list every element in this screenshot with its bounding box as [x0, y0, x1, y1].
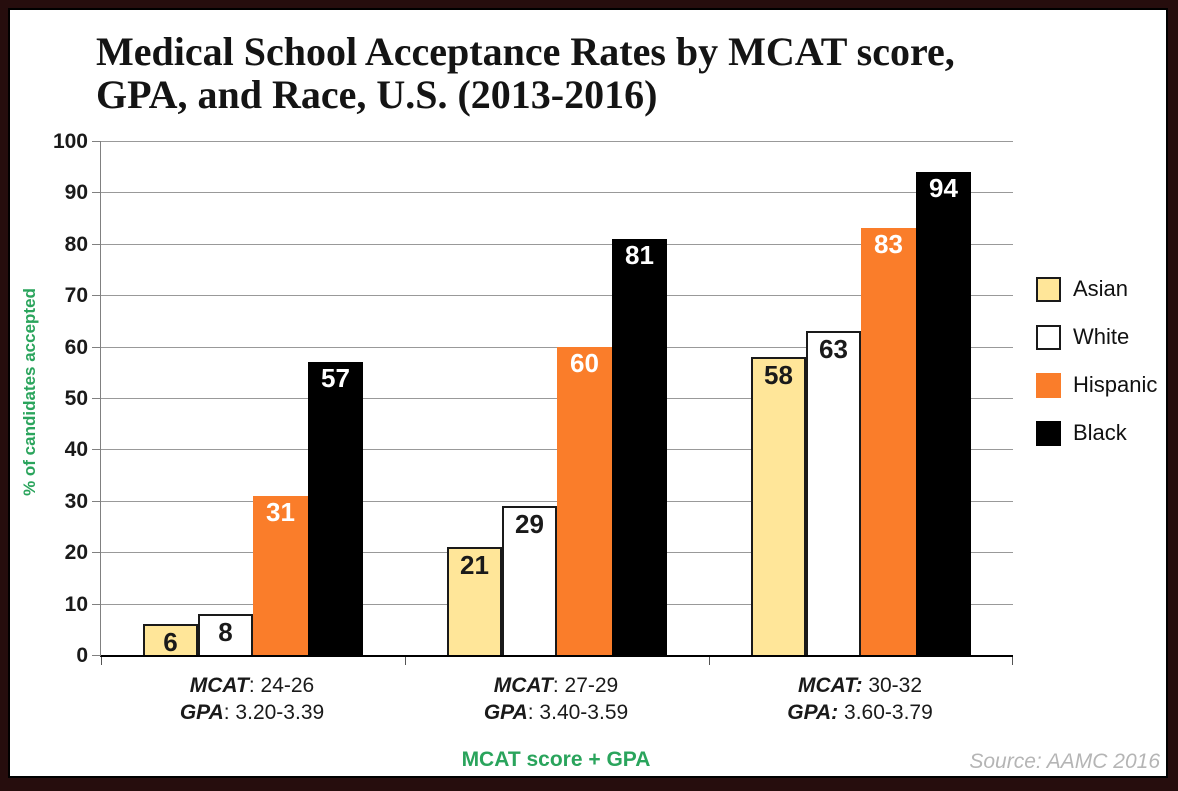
category-gpa-line-2: GPA: 3.60-3.79: [708, 699, 1012, 726]
bar-value-black-group2: 94: [929, 172, 958, 203]
y-tick-label-60: 60: [64, 335, 88, 359]
bar-black-group2: 94: [916, 171, 971, 655]
bar-value-black-group1: 81: [625, 239, 654, 270]
bar-hispanic-group2: 83: [861, 228, 916, 655]
gridline-100: [101, 141, 1013, 142]
category-mcat-rest: 30-32: [862, 674, 923, 697]
legend-item-hispanic: Hispanic: [1036, 372, 1157, 398]
bar-group-2: 58 63 83 94: [709, 141, 1013, 655]
category-mcat-line-0: MCAT: 24-26: [100, 672, 404, 699]
bar-group-1: 21 29 60 81: [405, 141, 709, 655]
y-tick-50: [92, 398, 101, 399]
bar-value-hispanic-group0: 31: [266, 496, 295, 527]
legend-swatch-white: [1036, 324, 1061, 350]
bar-value-black-group0: 57: [321, 363, 350, 394]
y-tick-90: [92, 192, 101, 194]
bar-white-group1: 29: [502, 505, 557, 655]
bar-value-white-group2: 63: [819, 334, 848, 365]
legend-item-asian: Asian: [1036, 276, 1157, 302]
chart-title: Medical School Acceptance Rates by MCAT …: [96, 29, 955, 118]
category-mcat-line-2: MCAT: 30-32: [708, 672, 1012, 699]
bar-value-hispanic-group1: 60: [570, 347, 599, 378]
bar-asian-group2: 58: [751, 356, 806, 655]
category-gpa-rest: : 3.20-3.39: [223, 701, 325, 725]
y-tick-label-70: 70: [64, 284, 88, 308]
category-gpa-rest: 3.60-3.79: [838, 701, 933, 725]
legend: Asian White Hispanic Black: [1036, 276, 1157, 446]
x-tick-1: [405, 657, 406, 665]
y-tick-0: [92, 655, 101, 656]
category-mcat-line-1: MCAT: 27-29: [404, 672, 708, 699]
category-gpa-bold: GPA: [483, 701, 528, 725]
bar-value-asian-group1: 21: [460, 550, 489, 581]
y-tick-label-20: 20: [64, 541, 88, 565]
category-mcat-rest: : 24-26: [248, 674, 315, 697]
legend-swatch-black: [1036, 420, 1061, 446]
bar-white-group0: 8: [198, 613, 253, 655]
bar-black-group0: 57: [308, 362, 363, 655]
y-tick-label-0: 0: [76, 644, 88, 667]
y-tick-label-80: 80: [64, 232, 88, 256]
gridline-70: [101, 295, 1013, 297]
y-tick-label-90: 90: [64, 181, 88, 205]
legend-item-black: Black: [1036, 420, 1157, 446]
y-tick-40: [92, 449, 101, 451]
y-axis-title: % of candidates accepted: [20, 288, 39, 496]
bar-group-0: 6 8 31 57: [101, 141, 405, 655]
legend-swatch-hispanic: [1036, 372, 1061, 398]
y-tick-label-30: 30: [64, 489, 88, 513]
x-category-label-1: MCAT: 27-29 GPA: 3.40-3.59: [404, 672, 708, 727]
legend-swatch-asian: [1036, 276, 1061, 302]
category-mcat-bold: MCAT: [493, 674, 553, 697]
legend-item-white: White: [1036, 324, 1157, 350]
gridline-90: [101, 192, 1013, 194]
y-tick-80: [92, 243, 101, 245]
category-mcat-rest: : 27-29: [552, 674, 619, 697]
x-category-label-2: MCAT: 30-32 GPA: 3.60-3.79: [708, 672, 1012, 727]
y-tick-20: [92, 552, 101, 554]
bar-hispanic-group0: 31: [253, 495, 308, 655]
bar-value-asian-group2: 58: [764, 359, 793, 390]
bar-white-group2: 63: [806, 331, 861, 655]
legend-label-black: Black: [1073, 420, 1127, 445]
x-tick-3: [1012, 657, 1013, 665]
category-mcat-bold: MCAT: [189, 674, 249, 697]
y-tick-label-10: 10: [64, 592, 88, 616]
category-mcat-bold: MCAT:: [797, 674, 863, 697]
category-gpa-line-1: GPA: 3.40-3.59: [404, 699, 708, 726]
x-tick-2: [709, 657, 710, 665]
y-tick-label-50: 50: [64, 387, 88, 410]
plot-area: 6 8 31 57 21 29 60 81 58 63 83 94: [92, 141, 1013, 665]
bar-hispanic-group1: 60: [557, 346, 612, 655]
y-tick-70: [92, 295, 101, 297]
bar-value-white-group1: 29: [515, 508, 544, 539]
y-tick-label-40: 40: [64, 438, 88, 462]
bar-asian-group1: 21: [447, 547, 502, 655]
legend-label-white: White: [1073, 324, 1130, 349]
bar-black-group1: 81: [612, 238, 667, 655]
legend-label-asian: Asian: [1073, 276, 1129, 301]
y-tick-100: [92, 141, 101, 142]
x-category-label-0: MCAT: 24-26 GPA: 3.20-3.39: [100, 672, 404, 727]
category-gpa-line-0: GPA: 3.20-3.39: [100, 699, 404, 726]
y-tick-30: [92, 500, 101, 502]
source-credit: Source: AAMC 2016: [969, 750, 1160, 773]
gridline-80: [101, 243, 1013, 245]
y-tick-10: [92, 603, 101, 605]
bar-value-white-group0: 8: [218, 616, 233, 647]
category-gpa-bold: GPA:: [787, 701, 839, 725]
category-gpa-bold: GPA: [179, 701, 224, 725]
bar-asian-group0: 6: [143, 624, 198, 655]
y-tick-60: [92, 346, 101, 348]
x-axis-title: MCAT score + GPA: [461, 748, 651, 771]
legend-label-hispanic: Hispanic: [1073, 372, 1158, 397]
category-gpa-rest: : 3.40-3.59: [527, 701, 629, 725]
bar-value-hispanic-group2: 83: [874, 229, 903, 260]
bar-value-asian-group0: 6: [163, 627, 178, 658]
y-tick-label-100: 100: [52, 130, 88, 153]
x-tick-0: [101, 657, 102, 665]
